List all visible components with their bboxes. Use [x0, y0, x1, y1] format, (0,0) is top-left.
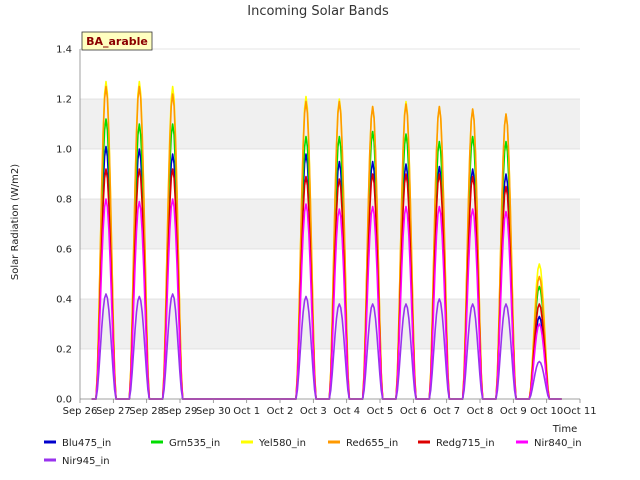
legend-label-Grn535_in: Grn535_in	[169, 438, 220, 449]
x-tick-label: Oct 11	[563, 406, 596, 417]
series-layer	[91, 80, 562, 400]
x-tick-label: Oct 2	[267, 406, 294, 417]
x-tick-label: Oct 1	[233, 406, 260, 417]
x-tick-label: Oct 4	[333, 406, 360, 417]
x-tick-label: Oct 5	[367, 406, 394, 417]
y-tick-label: 0.0	[56, 395, 72, 406]
y-tick-label: 0.6	[56, 245, 72, 256]
y-tick-label: 0.4	[56, 295, 72, 306]
y-axis-label: Solar Radiation (W/m2)	[10, 164, 21, 280]
x-tick-label: Oct 8	[467, 406, 494, 417]
grid-band	[80, 199, 580, 249]
legend-label-Nir840_in: Nir840_in	[534, 438, 582, 449]
x-tick-label: Oct 10	[530, 406, 563, 417]
grid-band	[80, 299, 580, 349]
x-axis-label: Time	[552, 424, 577, 435]
x-tick-label: Oct 7	[433, 406, 460, 417]
x-tick-label: Oct 9	[500, 406, 527, 417]
x-tick-label: Oct 3	[300, 406, 327, 417]
badge-text: BA_arable	[86, 35, 148, 48]
legend-label-Red655_in: Red655_in	[346, 438, 398, 449]
x-tick-label: Sep 29	[163, 406, 198, 417]
badge: BA_arable	[81, 31, 153, 51]
legend-label-Blu475_in: Blu475_in	[62, 438, 111, 449]
y-tick-label: 0.8	[56, 195, 72, 206]
x-tick-label: Sep 26	[63, 406, 98, 417]
x-tick-label: Sep 27	[96, 406, 131, 417]
y-tick-label: 1.0	[56, 145, 72, 156]
y-tick-label: 1.2	[56, 95, 72, 106]
x-tick-label: Sep 28	[129, 406, 164, 417]
grid-band	[80, 99, 580, 149]
x-tick-label: Sep 30	[196, 406, 231, 417]
legend-label-Yel580_in: Yel580_in	[258, 438, 306, 449]
y-tick-label: 0.2	[56, 345, 72, 356]
legend-label-Nir945_in: Nir945_in	[62, 456, 110, 467]
x-tick-label: Oct 6	[400, 406, 427, 417]
legend-label-Redg715_in: Redg715_in	[436, 438, 495, 449]
series-line-Nir840_in	[91, 198, 562, 400]
y-tick-label: 1.4	[56, 45, 72, 56]
legend: Blu475_in Grn535_in Yel580_in Red655_in Redg…	[44, 438, 582, 467]
chart-title: Incoming Solar Bands	[247, 4, 389, 19]
series-line-Nir945_in	[91, 293, 562, 400]
badge-box	[81, 31, 153, 51]
